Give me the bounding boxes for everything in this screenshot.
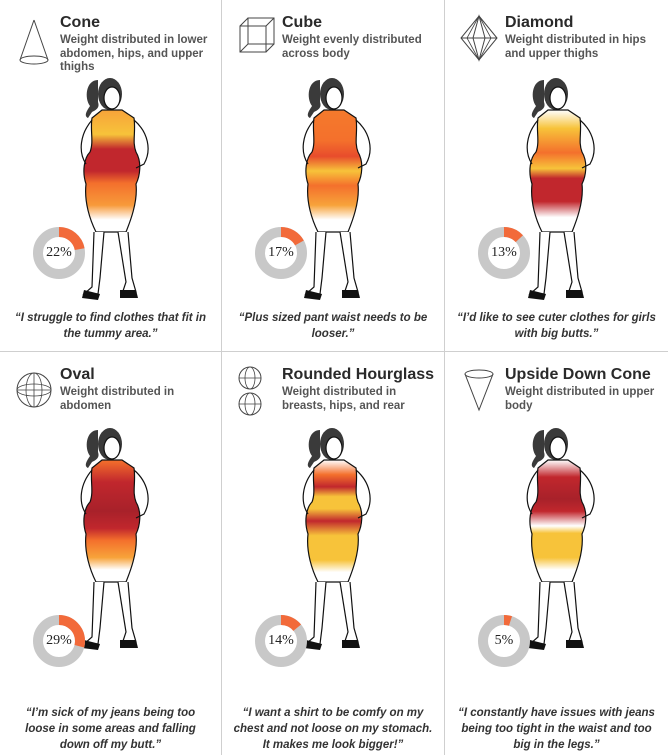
panel-title: Cone [60, 14, 100, 31]
panel-quote: “Plus sized pant waist needs to be loose… [238, 312, 428, 340]
panel-title: Rounded Hourglass [282, 366, 435, 383]
panel-upside-down-cone: Upside Down Cone Weight distributed in u… [445, 352, 668, 755]
body-figure-rounded-hourglass [302, 428, 371, 650]
diamond-icon [460, 14, 498, 62]
panel-quote: “I’d like to see cuter clothes for girls… [457, 312, 656, 340]
panel-cone: Cone Weight distributed in lower abdomen… [0, 0, 222, 352]
panel-title: Diamond [505, 14, 574, 31]
donut-chart [478, 615, 530, 667]
donut-chart [33, 227, 85, 279]
body-figure-oval [80, 428, 149, 650]
body-figure-cone [80, 78, 149, 300]
percent-label: 17% [268, 245, 294, 260]
percent-donut: 29% [32, 614, 86, 668]
panel-quote: “I want a shirt to be comfy on my chest … [233, 707, 433, 751]
panel-oval: Oval Weight distributed in abdomen [0, 352, 222, 755]
percent-donut: 17% [254, 226, 308, 280]
donut-chart [33, 615, 85, 667]
panel-diamond: Diamond Weight distributed in hips and u… [445, 0, 668, 352]
percent-donut: 13% [477, 226, 531, 280]
donut-chart [255, 227, 307, 279]
donut-chart [478, 227, 530, 279]
panel-rounded-hourglass: Rounded Hourglass Weight distributed in … [222, 352, 445, 755]
panel-quote: “I struggle to find clothes that fit in … [14, 312, 207, 340]
panel-title: Cube [282, 14, 322, 31]
percent-label: 14% [268, 633, 294, 648]
percent-label: 29% [46, 633, 72, 648]
cube-icon [239, 17, 275, 53]
panel-description: Weight distributed in abdomen [60, 386, 175, 412]
percent-label: 22% [46, 245, 72, 260]
body-figure-upside-down-cone [526, 428, 595, 650]
panel-quote: “I constantly have issues with jeans bei… [458, 707, 655, 751]
double-sphere-icon [238, 366, 262, 416]
body-figure-cube [302, 78, 371, 300]
percent-label: 5% [494, 633, 514, 648]
panel-description: Weight distributed in upper body [505, 386, 655, 412]
inverted-cone-icon [464, 369, 494, 412]
panel-title: Oval [60, 366, 95, 383]
sphere-icon [16, 372, 52, 408]
panel-description: Weight evenly distributed across body [282, 34, 422, 60]
panel-title: Upside Down Cone [505, 366, 651, 383]
percent-donut: 5% [477, 614, 531, 668]
donut-chart [255, 615, 307, 667]
percent-donut: 22% [32, 226, 86, 280]
panel-cube: Cube Weight evenly distributed across bo… [222, 0, 445, 352]
body-figure-diamond [526, 78, 595, 300]
percent-label: 13% [491, 245, 517, 260]
cone-icon [19, 19, 49, 65]
panel-quote: “I’m sick of my jeans being too loose in… [25, 707, 196, 751]
percent-donut: 14% [254, 614, 308, 668]
panel-description: Weight distributed in breasts, hips, and… [282, 386, 405, 412]
panel-description: Weight distributed in lower abdomen, hip… [60, 34, 208, 73]
panel-description: Weight distributed in hips and upper thi… [505, 34, 646, 60]
